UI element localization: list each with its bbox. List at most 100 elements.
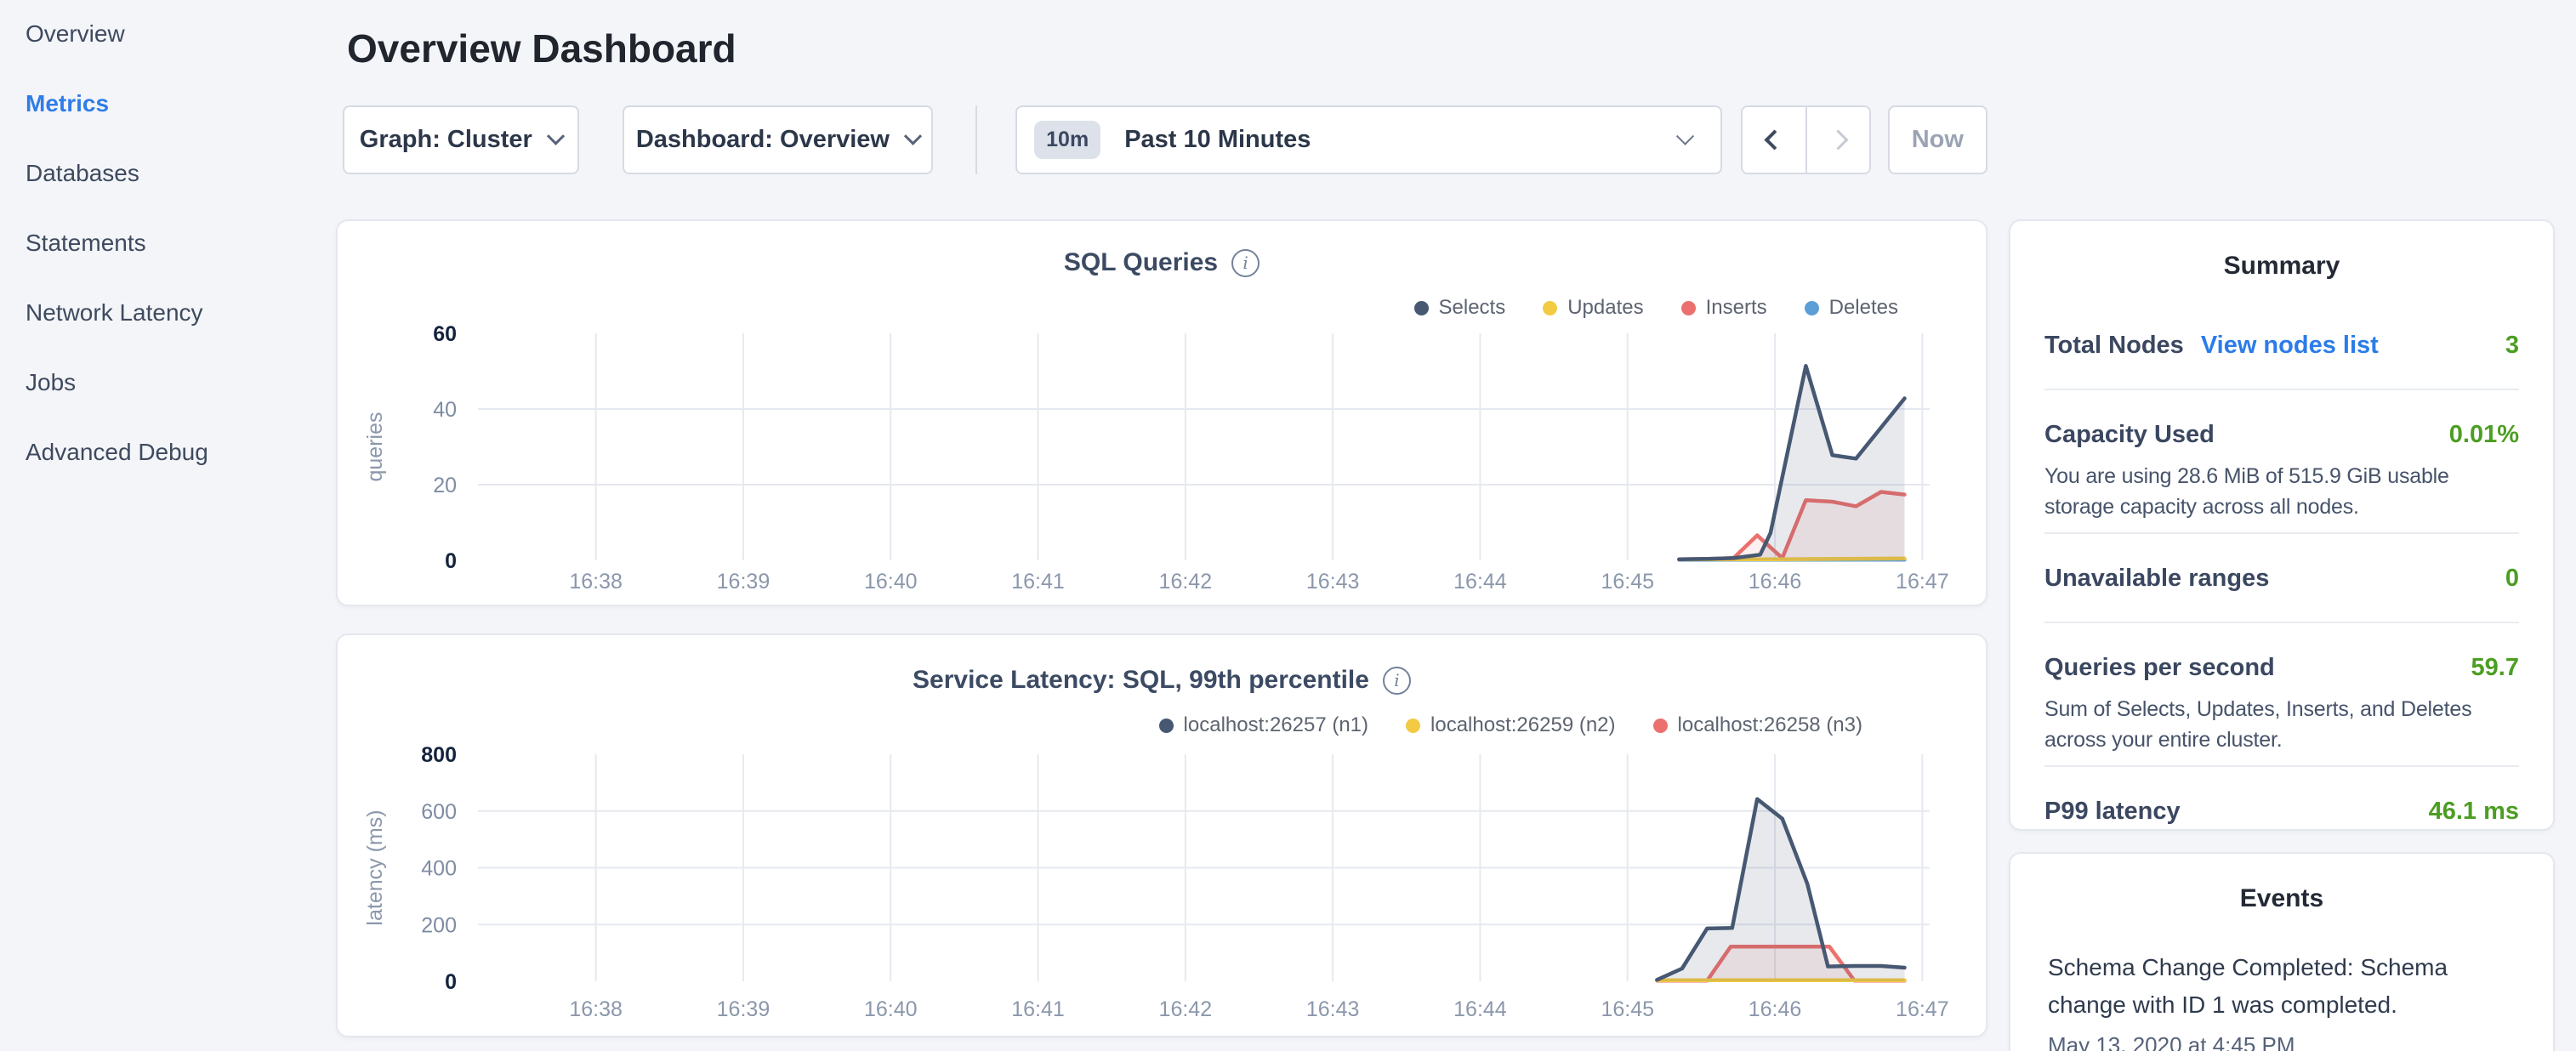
legend-label: Inserts [1705,296,1767,319]
service-latency-chart[interactable]: 16:38 16:39 16:40 16:41 16:42 16:43 16:44 16:45… [338,635,1986,1036]
summary-row-description: You are using 28.6 MiB of 515.9 GiB usab… [2044,464,2449,519]
summary-row-label: P99 latency [2044,798,2181,825]
time-prev-button[interactable] [1743,107,1806,173]
legend-item: Updates [1543,296,1644,320]
sidebar-item-jobs[interactable]: Jobs [26,369,77,395]
summary-row-value: 59.7 [2471,654,2519,681]
summary-row-value: 46.1 ms [2428,798,2519,825]
right-sidebar: Summary Total Nodes View nodes list 3 Ca… [2009,219,2555,1051]
controls-divider [975,105,978,174]
summary-row-unavailable-ranges: Unavailable ranges 0 [2044,534,2519,623]
svg-text:16:46: 16:46 [1749,997,1802,1021]
event-list-item[interactable]: Schema Change Completed: Schema change w… [2048,949,2516,1051]
legend-dot [1680,300,1696,315]
svg-text:800: 800 [421,743,457,767]
events-panel: Events Schema Change Completed: Schema c… [2009,852,2555,1051]
chart-header: Service Latency: SQL, 99th percentile i [338,666,1986,695]
legend-dot [1543,300,1558,315]
svg-text:16:44: 16:44 [1453,997,1507,1021]
summary-row-total-nodes: Total Nodes View nodes list 3 [2044,281,2519,390]
summary-title: Summary [2223,252,2340,280]
chart-title: SQL Queries [1063,248,1219,276]
svg-text:16:39: 16:39 [717,570,771,594]
legend-dot [1413,300,1429,315]
svg-text:16:47: 16:47 [1896,570,1949,594]
main-content: Overview Dashboard Graph: Cluster Dashbo… [336,0,1987,1037]
svg-text:16:45: 16:45 [1601,570,1654,594]
sql-queries-chart-card: 16:38 16:39 16:40 16:41 16:42 16:43 16:44 16:45… [336,219,1987,606]
info-icon[interactable]: i [1231,248,1260,277]
summary-row-value: 0.01% [2448,421,2519,448]
svg-text:600: 600 [421,800,457,824]
sidebar-item-advanced-debug[interactable]: Advanced Debug [26,439,208,465]
legend-item: localhost:26259 (n2) [1406,713,1616,737]
legend-dot [1804,300,1819,315]
svg-text:16:38: 16:38 [569,997,623,1021]
service-latency-chart-card: 16:38 16:39 16:40 16:41 16:42 16:43 16:44 16:45… [336,633,1987,1037]
sidebar-item-network-latency[interactable]: Network Latency [26,299,203,326]
svg-text:16:41: 16:41 [1011,997,1065,1021]
legend-item: Inserts [1680,296,1767,320]
page-title: Overview Dashboard [347,26,736,71]
sidebar: Overview Metrics Databases Statements Ne… [0,0,336,508]
svg-text:16:43: 16:43 [1306,997,1360,1021]
legend-label: Deletes [1828,296,1898,319]
svg-text:latency (ms): latency (ms) [363,810,387,925]
now-button[interactable]: Now [1887,105,1987,174]
sql-queries-chart[interactable]: 16:38 16:39 16:40 16:41 16:42 16:43 16:44 16:45… [338,221,1986,605]
chevron-left-icon [1764,129,1785,151]
time-range-label: Past 10 Minutes [1124,126,1311,153]
legend-label: Updates [1567,296,1644,319]
sidebar-item-overview[interactable]: Overview [26,20,125,47]
summary-row-description: Sum of Selects, Updates, Inserts, and De… [2044,697,2472,752]
time-next-button[interactable] [1805,107,1869,173]
chart-header: SQL Queries i [338,248,1986,277]
time-step-buttons [1741,105,1871,174]
event-text: Schema Change Completed: Schema change w… [2048,954,2448,1018]
summary-row-label: Total Nodes [2044,332,2184,359]
svg-text:20: 20 [433,474,457,497]
graph-dropdown-label: Graph: Cluster [359,126,532,153]
time-range-dropdown[interactable]: 10m Past 10 Minutes [1015,105,1723,174]
svg-text:40: 40 [433,398,457,422]
svg-text:16:38: 16:38 [569,570,623,594]
summary-row-value: 0 [2505,565,2519,592]
info-icon[interactable]: i [1382,666,1411,695]
legend-label: localhost:26257 (n1) [1183,713,1369,736]
svg-text:0: 0 [445,549,457,573]
sidebar-item-databases[interactable]: Databases [26,160,139,186]
chevron-down-icon [1676,127,1695,145]
controls-bar: Graph: Cluster Dashboard: Overview 10m P… [343,105,1987,174]
sidebar-item-statements[interactable]: Statements [26,230,146,256]
summary-row-label: Capacity Used [2044,421,2215,448]
dashboard-dropdown[interactable]: Dashboard: Overview [622,105,934,174]
events-title: Events [2239,884,2324,912]
summary-row-queries-per-second: Queries per second 59.7 Sum of Selects, … [2044,623,2519,767]
legend-dot [1652,718,1668,733]
legend-dot [1158,718,1174,733]
chart-title: Service Latency: SQL, 99th percentile [913,666,1369,694]
svg-text:200: 200 [421,913,457,937]
sidebar-item-metrics[interactable]: Metrics [26,90,110,116]
svg-text:400: 400 [421,857,457,881]
summary-row-label: Queries per second [2044,654,2275,681]
legend-dot [1406,718,1421,733]
svg-text:16:39: 16:39 [717,997,771,1021]
svg-text:16:46: 16:46 [1749,570,1802,594]
summary-row-value: 3 [2505,332,2519,359]
time-range-badge: 10m [1034,121,1101,159]
view-nodes-list-link[interactable]: View nodes list [2200,332,2379,359]
svg-text:16:40: 16:40 [864,570,918,594]
legend-label: Selects [1438,296,1506,319]
graph-dropdown[interactable]: Graph: Cluster [343,105,579,174]
svg-text:16:40: 16:40 [864,997,918,1021]
legend-item: localhost:26258 (n3) [1652,713,1862,737]
svg-text:16:41: 16:41 [1011,570,1065,594]
svg-text:16:42: 16:42 [1159,570,1213,594]
legend-item: localhost:26257 (n1) [1158,713,1369,737]
chevron-down-icon [903,127,923,145]
svg-text:0: 0 [445,970,457,994]
chevron-down-icon [546,127,565,145]
summary-row-label: Unavailable ranges [2044,565,2270,592]
